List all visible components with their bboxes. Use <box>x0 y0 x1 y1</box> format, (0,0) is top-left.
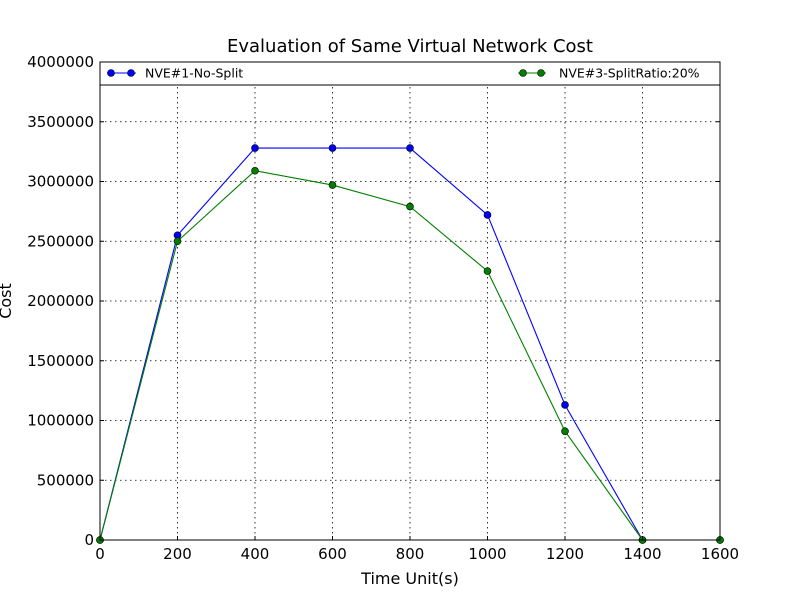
y-axis-title: Cost <box>0 283 15 319</box>
data-point-series-0 <box>251 144 259 152</box>
chart-title: Evaluation of Same Virtual Network Cost <box>227 36 593 57</box>
data-point-series-0 <box>328 144 337 152</box>
series-line-1 <box>99 170 720 541</box>
grid-lines <box>100 62 720 540</box>
data-point-series-1 <box>406 202 414 211</box>
x-tick-label: 1400 <box>623 545 661 563</box>
y-tick-label: 3500000 <box>27 113 94 131</box>
y-tick-label: 2500000 <box>27 232 94 250</box>
legend: NVE#1-No-Split NVE#3-SplitRatio:20% <box>99 61 721 86</box>
legend-marker-nve3-b <box>537 69 545 77</box>
x-tick-label: 1600 <box>701 545 739 563</box>
x-tick-label: 200 <box>163 545 192 563</box>
legend-marker-nve3 <box>519 69 527 77</box>
legend-label-nve1: NVE#1-No-Split <box>145 66 243 81</box>
x-axis-title: Time Unit(s) <box>360 569 459 588</box>
y-tick-label: 2000000 <box>27 292 94 310</box>
data-point-series-0 <box>561 401 569 409</box>
x-tick-label: 400 <box>241 545 270 563</box>
x-tick-label: 800 <box>396 545 425 563</box>
legend-label-nve3: NVE#3-SplitRatio:20% <box>559 66 700 81</box>
y-tick-label: 3000000 <box>27 173 94 191</box>
data-point-series-1 <box>328 181 337 189</box>
x-tick-label: 1000 <box>468 545 506 563</box>
x-tick-label: 600 <box>318 545 347 563</box>
data-point-series-1 <box>561 427 569 436</box>
data-point-series-1 <box>251 166 259 175</box>
series-lines <box>96 144 724 544</box>
data-point-series-1 <box>483 267 492 275</box>
data-point-series-0 <box>483 211 492 219</box>
x-tick-label: 0 <box>95 545 105 563</box>
y-tick-label: 1000000 <box>27 412 94 430</box>
legend-box <box>99 61 721 86</box>
data-point-series-0 <box>406 144 414 152</box>
axis-ticks: 0 200 400 600 800 1000 1200 1400 1600 0 500000 1000… <box>27 53 739 563</box>
data-point-series-1 <box>173 237 182 246</box>
y-tick-label: 1500000 <box>27 352 94 370</box>
legend-marker-nve1-b <box>127 69 135 77</box>
x-tick-label: 1200 <box>546 545 584 563</box>
y-tick-label: 500000 <box>37 471 94 489</box>
legend-marker-nve1 <box>107 69 115 77</box>
y-tick-label: 4000000 <box>27 53 94 71</box>
y-tick-label: 0 <box>84 531 94 549</box>
